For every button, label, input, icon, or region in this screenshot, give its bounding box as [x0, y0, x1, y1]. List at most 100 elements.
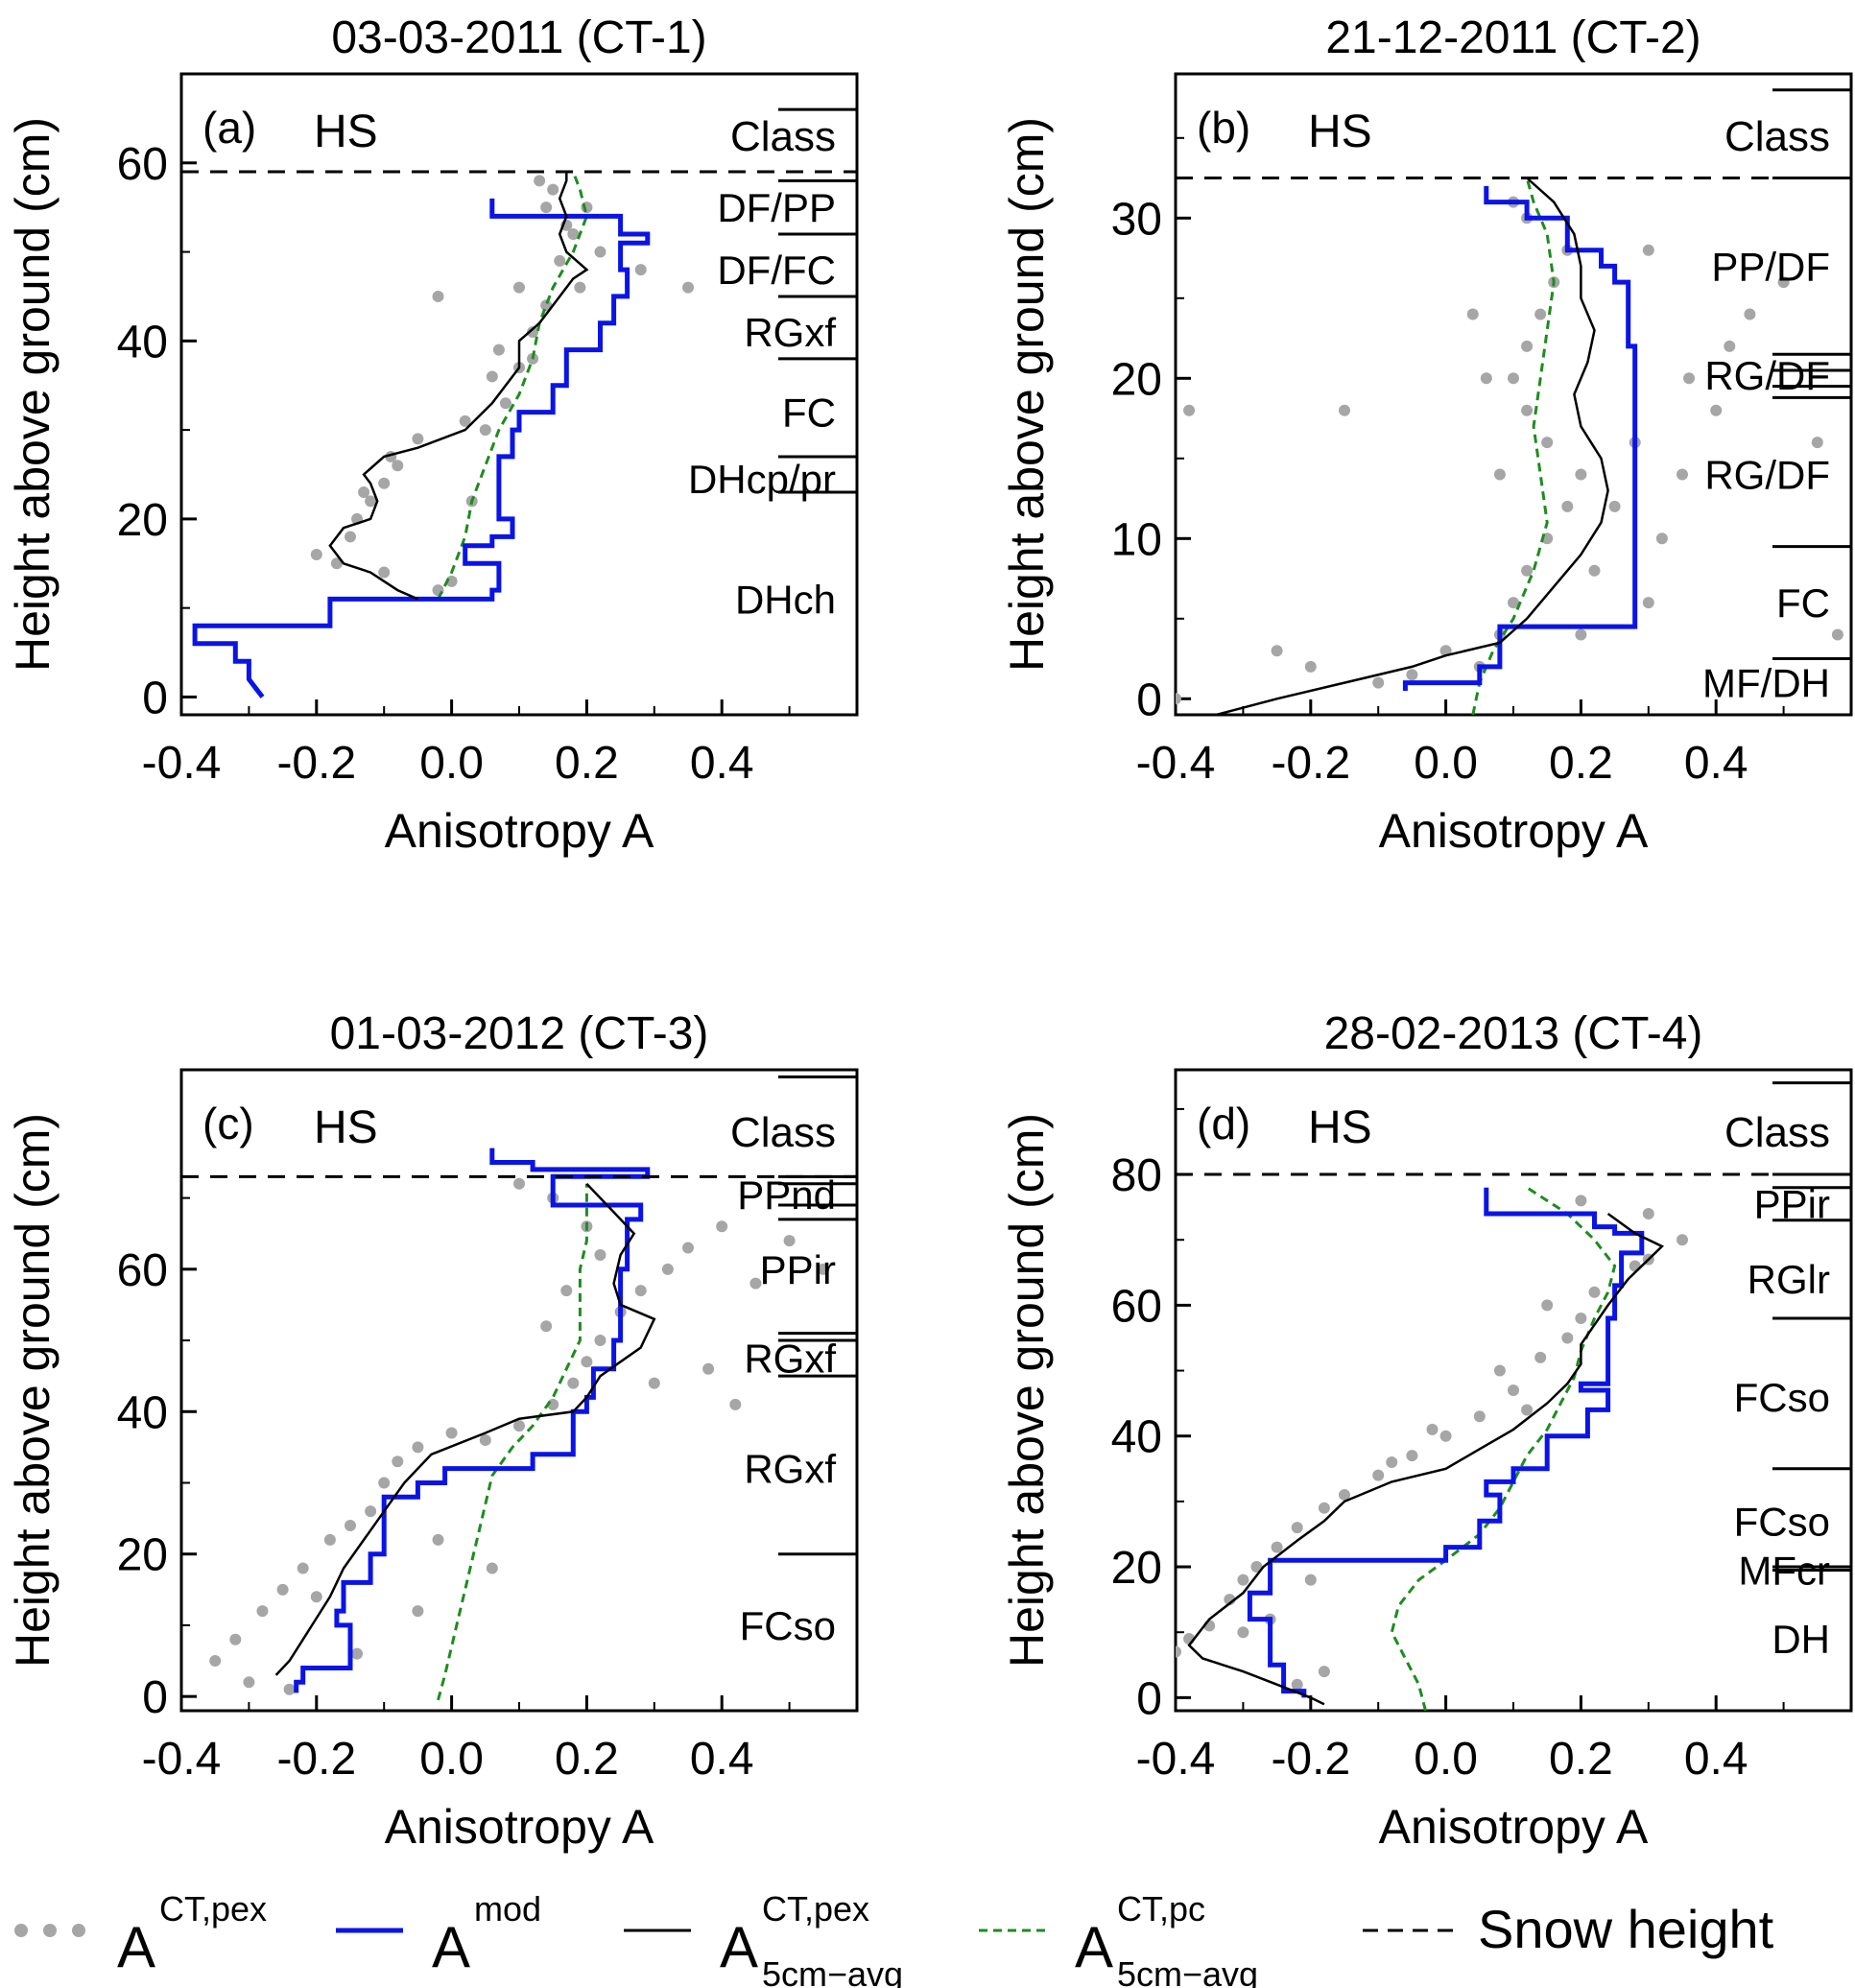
scatter-point-pex [1642, 1207, 1654, 1219]
scatter-point-pex [1575, 628, 1587, 641]
scatter-point-pex [567, 228, 580, 240]
scatter-point-pex [412, 433, 424, 445]
scatter-point-pex [499, 397, 511, 410]
class-header: Class [730, 113, 836, 160]
legend-swatch-pex [14, 1924, 28, 1937]
x-tick-label: 0.0 [1414, 738, 1478, 789]
legend-superscript: CT,pex [159, 1889, 267, 1929]
scatter-point-pex [581, 1356, 593, 1368]
class-label: FC [782, 390, 836, 436]
scatter-point-pex [594, 1248, 606, 1261]
legend-superscript: CT,pc [1117, 1889, 1205, 1929]
scatter-point-pex [1677, 468, 1688, 481]
panel-b: 21-12-2011 (CT-2) -0.4 -0.2 0.0 0.2 0.4 Anisot… [1000, 12, 1853, 858]
scatter-point-pex [479, 1433, 491, 1446]
scatter-point-pex [594, 246, 606, 258]
scatter-point-pex [1541, 1299, 1554, 1312]
y-tick-label: 20 [117, 495, 168, 546]
scatter-point-pex [1237, 1574, 1249, 1586]
scatter-point-pex [345, 1520, 356, 1532]
class-label: DHch [735, 577, 836, 622]
series-line-pc-avg [1471, 178, 1556, 715]
scatter-point-pex [817, 1263, 829, 1275]
x-tick-label: 0.0 [419, 1734, 484, 1785]
scatter-point-pex [1508, 1384, 1519, 1396]
x-axis-label: Anisotropy A [1379, 804, 1649, 858]
scatter-point-pex [256, 1605, 269, 1618]
scatter-point-pex [682, 281, 694, 294]
y-axis-label: Height above ground (cm) [1000, 117, 1054, 672]
scatter-point-pex [682, 1242, 694, 1254]
y-tick-label: 40 [1111, 1412, 1162, 1463]
plot-area [1176, 1081, 1851, 1711]
y-axis-label: Height above ground (cm) [6, 117, 59, 672]
y-tick-label: 0 [1136, 1673, 1162, 1724]
class-label: PP/DF [1711, 244, 1830, 289]
y-tick-label: 0 [1136, 674, 1162, 725]
legend-item-pex_avg: ACT,pex 5cm−avg [624, 1889, 903, 1988]
scatter-point-pex [412, 1441, 424, 1454]
scatter-point-pex [716, 1220, 728, 1233]
scatter-point-pex [554, 254, 566, 267]
x-tick-label: 0.4 [690, 738, 754, 789]
legend-symbol: A [720, 1915, 758, 1979]
series-line-pc-avg [1390, 1186, 1617, 1711]
scatter-point-pex [1339, 404, 1350, 416]
scatter-point-pex [1677, 1234, 1688, 1246]
scatter-point-pex [1521, 564, 1534, 577]
series-line-pex-avg [328, 172, 589, 601]
class-label: PPir [760, 1247, 836, 1292]
class-label: RGxf [744, 1337, 836, 1382]
scatter-point-pex [486, 370, 498, 383]
scatter-point-pex [1777, 276, 1790, 289]
scatter-point-pex [283, 1683, 296, 1695]
x-axis-label: Anisotropy A [1379, 1800, 1649, 1854]
plot-area [181, 1075, 857, 1701]
panel-title: 28-02-2013 (CT-4) [1324, 1008, 1703, 1059]
x-tick-label: 0.0 [419, 738, 484, 789]
scatter-point-pex [1183, 404, 1196, 416]
scatter-point-pex [445, 575, 458, 587]
hs-label: HS [314, 1102, 378, 1153]
series-line-mod [1247, 1187, 1645, 1698]
legend-symbol: A [117, 1915, 155, 1979]
class-label: RG/DF [1704, 453, 1830, 498]
x-tick-label: 0.0 [1414, 1734, 1478, 1785]
scatter-point-pex [1521, 1404, 1534, 1416]
scatter-point-pex [1426, 1423, 1439, 1435]
series-line-pex-avg [1215, 177, 1609, 715]
class-label: PPnd [737, 1172, 836, 1218]
scatter-point-pex [345, 531, 356, 543]
scatter-point-pex [459, 414, 471, 427]
scatter-point-pex [534, 175, 546, 187]
scatter-point-pex [540, 299, 553, 312]
scatter-point-pex [1534, 308, 1547, 320]
panel-c: 01-03-2012 (CT-3) -0.4 -0.2 0.0 0.2 0.4 Anisot… [6, 1008, 859, 1854]
x-tick-label: -0.2 [1271, 1734, 1350, 1785]
y-tick-label: 40 [117, 1387, 168, 1438]
scatter-point-pex [479, 424, 491, 437]
scatter-point-pex [540, 201, 553, 214]
scatter-point-pex [1508, 597, 1519, 609]
scatter-point-pex [661, 1263, 674, 1275]
y-axis-label: Height above ground (cm) [1000, 1113, 1054, 1668]
scatter-point-pex [513, 1420, 525, 1432]
class-label: FCso [1734, 1375, 1830, 1420]
scatter-point-pex [412, 1605, 424, 1618]
scatter-point-pex [1561, 500, 1574, 512]
scatter-point-pex [1291, 1678, 1303, 1691]
scatter-point-pex [540, 1320, 553, 1333]
legend-subscript: 5cm−avg [1117, 1954, 1258, 1988]
x-tick-label: -0.2 [276, 1734, 356, 1785]
legend-item-pc_avg: ACT,pc 5cm−avg [979, 1889, 1258, 1988]
scatter-point-pex [392, 460, 404, 472]
scatter-point-pex [310, 549, 322, 560]
x-tick-label: 0.2 [555, 738, 619, 789]
scatter-point-pex [527, 326, 539, 339]
series-line-pc-avg [437, 171, 588, 601]
scatter-point-pex [634, 264, 647, 276]
class-label: RGlr [1748, 1257, 1830, 1302]
scatter-point-pex [1493, 1364, 1506, 1377]
scatter-point-pex [378, 1477, 391, 1489]
panel-label: (c) [202, 1099, 254, 1148]
